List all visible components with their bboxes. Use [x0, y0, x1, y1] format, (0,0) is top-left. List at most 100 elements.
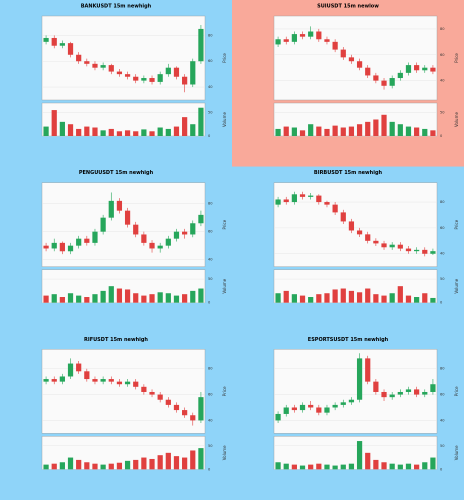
candle-body	[332, 41, 338, 50]
candle-body	[397, 391, 403, 395]
volume-bar	[299, 295, 306, 303]
candle-body	[165, 399, 171, 405]
candle-body	[43, 245, 49, 249]
candle-body	[332, 404, 338, 408]
candle-body	[373, 381, 379, 392]
volume-bar	[405, 295, 412, 303]
volume-bar	[324, 128, 330, 136]
volume-bar	[92, 463, 98, 470]
volume-bar	[348, 126, 355, 136]
volume-tick-label: 0	[440, 301, 443, 305]
volume-panel	[273, 436, 438, 470]
volume-bar	[141, 457, 147, 470]
candle-body	[43, 379, 49, 382]
candle-body	[430, 384, 436, 392]
volume-bar	[198, 448, 204, 470]
volume-bar	[173, 456, 180, 470]
volume-bar	[133, 459, 139, 470]
volume-bar	[389, 463, 395, 470]
volume-bar	[405, 126, 412, 136]
candle-body	[356, 358, 363, 400]
candle-body	[124, 381, 131, 385]
volume-axis-label: Volume	[454, 445, 459, 460]
candle-body	[414, 249, 420, 252]
volume-bar	[116, 462, 123, 470]
volume-bar	[149, 458, 155, 470]
candle-body	[165, 67, 171, 75]
candle-body	[182, 410, 188, 416]
y-tick-label: 60	[440, 393, 445, 397]
volume-bar	[397, 464, 403, 470]
candle-body	[173, 404, 180, 411]
candle-body	[356, 230, 363, 235]
y-axis-label: Price	[222, 219, 227, 229]
candle-body	[422, 249, 428, 254]
chart-cell: SUIUSDT 15m newlow 40 60 80 0 50 Price Volume	[232, 0, 464, 167]
volume-bar	[133, 131, 139, 136]
candle-body	[348, 221, 355, 231]
candle-body	[299, 194, 306, 197]
volume-bar	[316, 294, 322, 303]
candle-body	[414, 389, 420, 395]
volume-axis-label: Volume	[222, 445, 227, 460]
volume-bar	[133, 293, 139, 303]
candle-body	[324, 202, 330, 205]
volume-bar	[182, 117, 188, 136]
volume-bar	[381, 295, 387, 303]
volume-bar	[308, 124, 314, 136]
chart-title: BANKUSDT 15m newhigh	[81, 4, 152, 10]
volume-bar	[430, 297, 436, 303]
candle-body	[389, 394, 395, 398]
y-tick-label: 80	[208, 33, 213, 37]
volume-bar	[340, 288, 346, 303]
candle-body	[373, 75, 379, 81]
candle-body	[84, 61, 90, 64]
candle-body	[100, 379, 106, 382]
candle-body	[100, 65, 106, 68]
y-tick-label: 60	[208, 230, 213, 234]
volume-bar	[422, 462, 428, 470]
volume-tick-label: 50	[208, 277, 213, 281]
candle-body	[108, 65, 114, 72]
volume-bar	[397, 286, 403, 303]
candle-body	[198, 214, 204, 224]
price-panel	[41, 15, 206, 101]
candle-body	[133, 76, 139, 81]
candle-body	[198, 28, 204, 62]
volume-bar	[67, 124, 74, 136]
volume-bar	[316, 126, 322, 136]
volume-bar	[84, 126, 90, 136]
chart-title: SUIUSDT 15m newlow	[317, 4, 379, 10]
candle-body	[283, 39, 289, 42]
candle-body	[157, 74, 163, 82]
candle-body	[116, 381, 123, 385]
candle-body	[141, 234, 147, 243]
price-panel	[41, 349, 206, 434]
candle-body	[430, 251, 436, 254]
candle-body	[291, 194, 297, 203]
candle-body	[422, 67, 428, 71]
volume-bar	[190, 290, 196, 303]
y-tick-label: 80	[440, 367, 445, 371]
candle-body	[405, 389, 412, 392]
y-tick-label: 60	[440, 53, 445, 57]
y-axis-label: Price	[454, 53, 459, 63]
candle-body	[173, 231, 180, 239]
volume-bar	[283, 290, 289, 303]
candle-body	[198, 397, 204, 421]
volume-bar	[373, 459, 379, 470]
volume-tick-label: 50	[208, 444, 213, 448]
candle-body	[149, 391, 155, 395]
volume-bar	[108, 463, 114, 470]
y-tick-label: 40	[208, 85, 213, 89]
candle-body	[405, 65, 412, 73]
chart-cell: ESPORTSUSDT 15m newhigh 40 60 80 0 50 Price Vol…	[232, 333, 464, 500]
candle-body	[340, 49, 346, 58]
candle-body	[348, 399, 355, 403]
candle-body	[67, 363, 74, 377]
volume-panel	[41, 269, 206, 303]
candle-body	[133, 381, 139, 387]
candle-body	[422, 391, 428, 395]
volume-bar	[291, 294, 297, 303]
volume-axis-label: Volume	[454, 112, 459, 127]
